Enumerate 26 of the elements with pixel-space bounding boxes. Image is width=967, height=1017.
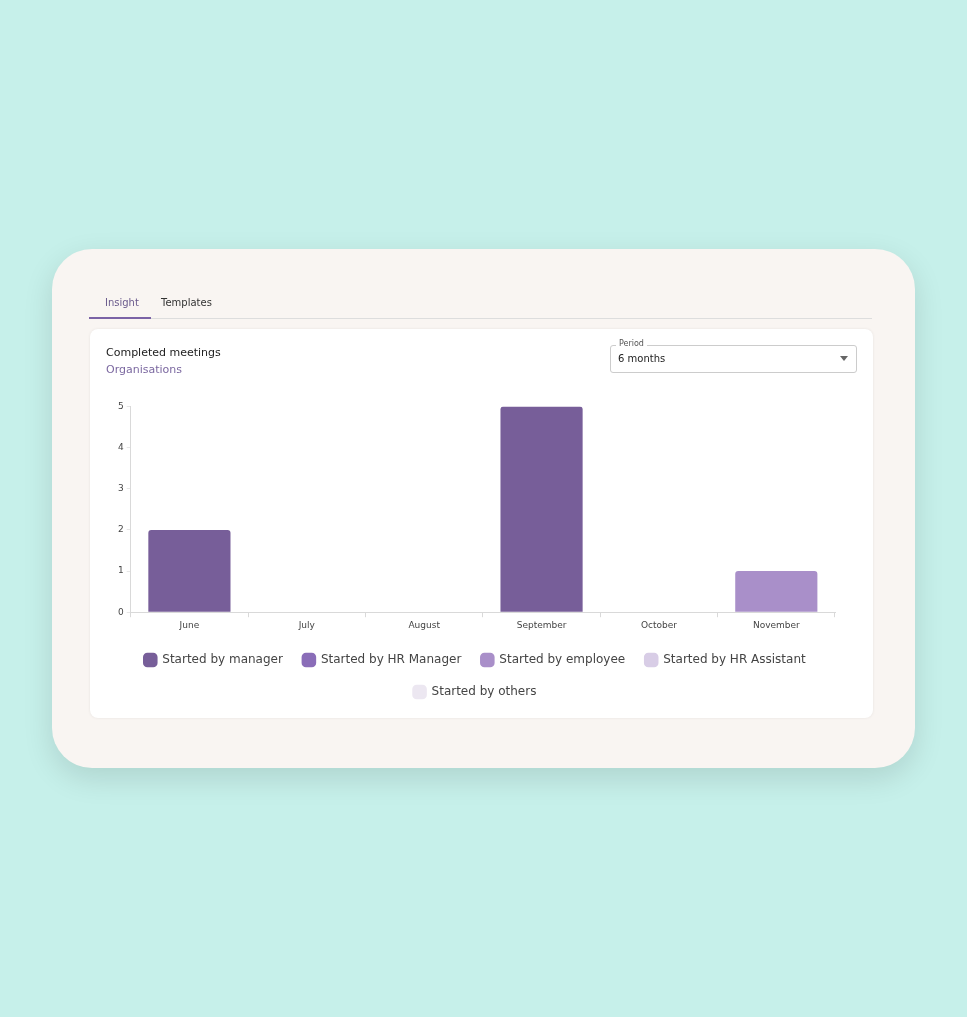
x-tick-label: August — [408, 619, 441, 630]
x-tick-label: October — [640, 619, 678, 630]
legend-label: Started by HR Manager — [320, 652, 462, 667]
legend-label: Started by employee — [499, 652, 626, 667]
bar — [500, 406, 583, 612]
y-tick-label: 5 — [117, 400, 124, 411]
x-tick-label: July — [297, 619, 316, 630]
y-tick-label: 0 — [117, 606, 124, 617]
text: Period — [616, 339, 647, 348]
chart-title: Completed meetings — [106, 346, 221, 359]
text: Insight — [105, 297, 139, 308]
bar — [148, 529, 231, 612]
bar — [735, 571, 818, 612]
y-tick-label: 4 — [117, 441, 124, 452]
y-tick-label: 2 — [117, 524, 124, 535]
text: Templates — [161, 297, 212, 308]
x-tick-label: September — [516, 619, 567, 630]
legend-label: Started by HR Assistant — [663, 652, 807, 667]
x-tick-label: November — [752, 619, 801, 630]
y-tick-label: 3 — [117, 483, 124, 494]
legend-label: Started by others — [431, 684, 537, 699]
legend-label: Started by manager — [162, 652, 283, 667]
x-tick-label: June — [178, 619, 200, 630]
y-tick-label: 1 — [117, 565, 124, 576]
text: 6 months — [618, 353, 666, 364]
chart-subtitle: Organisations — [106, 363, 183, 376]
